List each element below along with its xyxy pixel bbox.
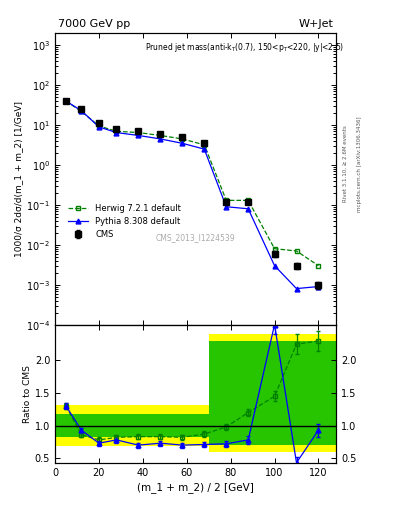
Herwig 7.2.1 default <box>79 109 84 115</box>
Pythia 8.308 default <box>158 136 163 142</box>
Pythia 8.308 default <box>294 286 299 292</box>
Herwig 7.2.1 default <box>246 197 251 203</box>
Y-axis label: 1000/σ 2dσ/d(m_1 + m_2) [1/GeV]: 1000/σ 2dσ/d(m_1 + m_2) [1/GeV] <box>14 101 23 257</box>
Herwig 7.2.1 default <box>97 123 101 129</box>
Herwig 7.2.1 default <box>158 133 163 139</box>
Pythia 8.308 default <box>316 284 321 290</box>
Text: Rivet 3.1.10, ≥ 2.6M events: Rivet 3.1.10, ≥ 2.6M events <box>343 125 348 202</box>
Text: Pruned jet mass(anti-k$_\mathsf{T}$(0.7), 150<p$_\mathsf{T}$<220, |y|<2.5): Pruned jet mass(anti-k$_\mathsf{T}$(0.7)… <box>145 40 344 54</box>
Herwig 7.2.1 default <box>64 98 68 104</box>
Line: Pythia 8.308 default: Pythia 8.308 default <box>64 99 321 291</box>
Pythia 8.308 default <box>180 140 185 146</box>
Pythia 8.308 default <box>79 108 84 114</box>
Herwig 7.2.1 default <box>202 142 207 148</box>
Pythia 8.308 default <box>202 146 207 152</box>
Text: 7000 GeV pp: 7000 GeV pp <box>58 19 130 29</box>
Text: W+Jet: W+Jet <box>298 19 333 29</box>
Herwig 7.2.1 default <box>272 246 277 252</box>
Herwig 7.2.1 default <box>224 197 229 203</box>
Y-axis label: Ratio to CMS: Ratio to CMS <box>23 365 32 423</box>
Pythia 8.308 default <box>64 98 68 104</box>
Herwig 7.2.1 default <box>294 248 299 254</box>
X-axis label: (m_1 + m_2) / 2 [GeV]: (m_1 + m_2) / 2 [GeV] <box>137 482 254 493</box>
Herwig 7.2.1 default <box>114 128 119 134</box>
Line: Herwig 7.2.1 default: Herwig 7.2.1 default <box>64 99 321 268</box>
Pythia 8.308 default <box>224 204 229 210</box>
Pythia 8.308 default <box>246 206 251 212</box>
Pythia 8.308 default <box>114 130 119 136</box>
Pythia 8.308 default <box>97 124 101 130</box>
Text: CMS_2013_I1224539: CMS_2013_I1224539 <box>156 233 235 242</box>
Text: mcplots.cern.ch [arXiv:1306.3436]: mcplots.cern.ch [arXiv:1306.3436] <box>357 116 362 211</box>
Herwig 7.2.1 default <box>136 130 141 136</box>
Herwig 7.2.1 default <box>180 136 185 142</box>
Legend: Herwig 7.2.1 default, Pythia 8.308 default, CMS: Herwig 7.2.1 default, Pythia 8.308 defau… <box>68 204 181 239</box>
Herwig 7.2.1 default <box>316 263 321 269</box>
Pythia 8.308 default <box>136 133 141 139</box>
Pythia 8.308 default <box>272 263 277 269</box>
